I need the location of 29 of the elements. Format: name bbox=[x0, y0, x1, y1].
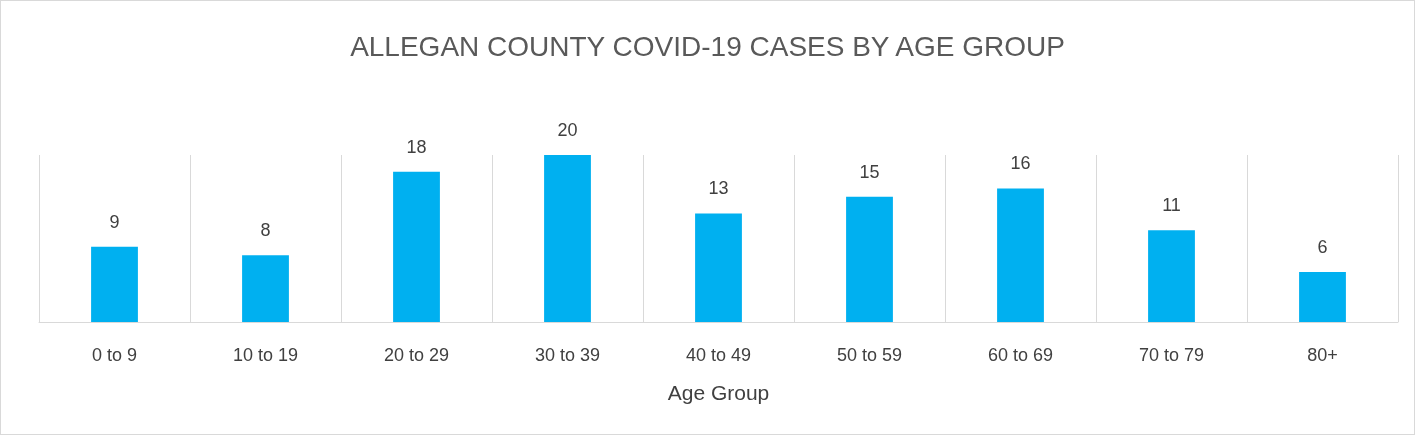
chart-title: ALLEGAN COUNTY COVID-19 CASES BY AGE GROUP bbox=[350, 30, 1065, 62]
data-label: 8 bbox=[260, 220, 271, 241]
bar bbox=[91, 246, 138, 322]
data-label: 20 bbox=[557, 120, 578, 140]
x-tick-label: 40 to 49 bbox=[685, 345, 752, 365]
data-label: 13 bbox=[708, 178, 729, 199]
data-label: 6 bbox=[1317, 236, 1328, 257]
bar bbox=[1299, 271, 1346, 322]
data-label: 16 bbox=[1010, 153, 1031, 174]
data-label: 15 bbox=[859, 161, 880, 182]
bar bbox=[544, 155, 591, 322]
bar bbox=[846, 196, 893, 322]
bar bbox=[997, 188, 1044, 322]
bar bbox=[1148, 230, 1195, 322]
x-tick-label: 30 to 39 bbox=[534, 345, 601, 365]
bar bbox=[242, 255, 289, 322]
x-tick-label: 20 to 29 bbox=[383, 345, 450, 365]
data-label: 18 bbox=[406, 136, 427, 157]
x-axis-title: Age Group bbox=[667, 381, 770, 404]
x-tick-label: 10 to 19 bbox=[232, 345, 299, 365]
data-label: 9 bbox=[109, 211, 120, 232]
x-tick-label: 0 to 9 bbox=[91, 345, 138, 365]
data-label: 11 bbox=[1162, 195, 1181, 216]
bar bbox=[393, 171, 440, 322]
x-tick-label: 80+ bbox=[1307, 345, 1338, 365]
x-tick-label: 60 to 69 bbox=[987, 345, 1054, 365]
x-tick-label: 70 to 79 bbox=[1138, 345, 1205, 365]
x-tick-label: 50 to 59 bbox=[836, 345, 903, 365]
bar bbox=[695, 213, 742, 322]
